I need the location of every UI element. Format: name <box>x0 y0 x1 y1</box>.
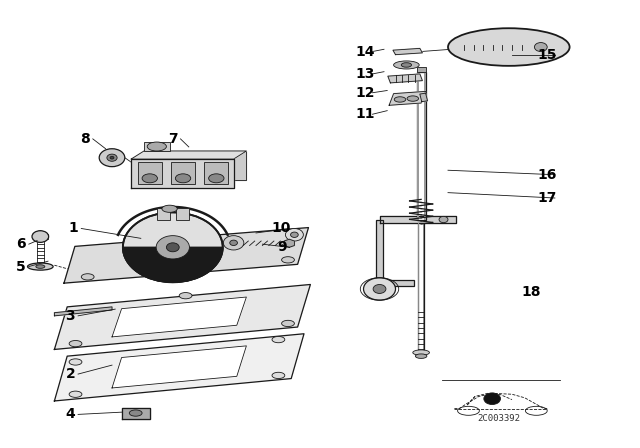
Text: 12: 12 <box>355 86 374 100</box>
Polygon shape <box>64 228 308 283</box>
Polygon shape <box>54 307 112 316</box>
Circle shape <box>285 228 303 241</box>
Circle shape <box>123 212 223 282</box>
Ellipse shape <box>179 293 192 299</box>
Circle shape <box>230 240 237 246</box>
Bar <box>417 67 426 72</box>
Circle shape <box>373 284 386 293</box>
Bar <box>417 72 426 220</box>
Bar <box>144 142 170 151</box>
Text: 3: 3 <box>65 309 76 323</box>
Polygon shape <box>144 151 246 180</box>
Circle shape <box>364 278 396 300</box>
Ellipse shape <box>413 350 429 355</box>
Ellipse shape <box>175 174 191 183</box>
Ellipse shape <box>81 274 94 280</box>
Polygon shape <box>380 216 456 223</box>
Ellipse shape <box>394 97 406 102</box>
Text: 18: 18 <box>522 285 541 299</box>
Polygon shape <box>54 284 310 349</box>
Text: 15: 15 <box>538 47 557 62</box>
Ellipse shape <box>282 257 294 263</box>
Ellipse shape <box>69 340 82 347</box>
Text: 14: 14 <box>355 44 374 59</box>
Polygon shape <box>389 91 426 105</box>
Circle shape <box>166 243 179 252</box>
Bar <box>418 223 419 350</box>
Text: 16: 16 <box>538 168 557 182</box>
Ellipse shape <box>401 63 412 67</box>
Text: 8: 8 <box>80 132 90 146</box>
Circle shape <box>107 154 117 161</box>
Ellipse shape <box>69 359 82 365</box>
Bar <box>418 223 424 350</box>
Polygon shape <box>112 297 246 337</box>
Bar <box>176 208 189 220</box>
Polygon shape <box>393 48 422 55</box>
Circle shape <box>156 236 189 259</box>
Bar <box>138 162 162 184</box>
Text: 4: 4 <box>65 407 76 422</box>
Bar <box>424 72 426 220</box>
Text: 1: 1 <box>68 221 79 236</box>
Bar <box>157 208 170 220</box>
Text: 9: 9 <box>276 240 287 254</box>
Ellipse shape <box>415 354 427 358</box>
Bar <box>171 162 195 184</box>
Text: 10: 10 <box>272 221 291 236</box>
Polygon shape <box>388 74 422 83</box>
Text: 11: 11 <box>355 107 374 121</box>
Ellipse shape <box>142 174 157 183</box>
Text: 17: 17 <box>538 191 557 205</box>
Circle shape <box>484 393 500 405</box>
Bar <box>376 280 414 286</box>
Ellipse shape <box>36 265 45 268</box>
Circle shape <box>99 149 125 167</box>
Bar <box>376 220 383 283</box>
Ellipse shape <box>282 320 294 327</box>
Polygon shape <box>54 334 304 401</box>
Polygon shape <box>123 247 223 282</box>
Ellipse shape <box>129 410 142 416</box>
Ellipse shape <box>147 142 166 151</box>
Ellipse shape <box>272 372 285 379</box>
Polygon shape <box>112 346 246 388</box>
Ellipse shape <box>162 205 177 212</box>
Bar <box>417 72 419 220</box>
Text: 7: 7 <box>168 132 178 146</box>
Circle shape <box>223 236 244 250</box>
Ellipse shape <box>28 263 53 270</box>
Bar <box>204 162 228 184</box>
Ellipse shape <box>272 336 285 343</box>
Ellipse shape <box>407 96 419 101</box>
Ellipse shape <box>69 391 82 397</box>
Circle shape <box>291 232 298 237</box>
Ellipse shape <box>209 174 224 183</box>
Circle shape <box>439 216 448 223</box>
Text: 2: 2 <box>65 367 76 381</box>
Text: 5: 5 <box>16 259 26 274</box>
Circle shape <box>110 156 114 159</box>
Circle shape <box>534 43 547 52</box>
Ellipse shape <box>32 231 49 242</box>
Ellipse shape <box>394 61 419 69</box>
Text: 13: 13 <box>355 67 374 81</box>
Ellipse shape <box>448 28 570 66</box>
Text: 2C003392: 2C003392 <box>477 414 521 423</box>
Polygon shape <box>131 151 246 159</box>
Polygon shape <box>284 239 294 247</box>
Text: 6: 6 <box>16 237 26 251</box>
Polygon shape <box>131 159 234 188</box>
Polygon shape <box>420 93 428 102</box>
Bar <box>423 223 424 350</box>
Polygon shape <box>122 408 150 419</box>
